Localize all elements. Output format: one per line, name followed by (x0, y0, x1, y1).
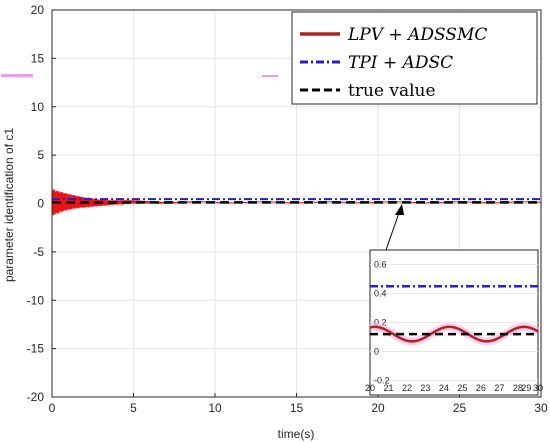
plot-frame (51, 9, 542, 398)
inset-y-tick-label: 0 (374, 347, 379, 357)
legend-label: LPV + ADSSMC (347, 25, 487, 45)
legend: LPV + ADSSMC TPI + ADSC true value (291, 11, 538, 105)
x-axis-label: time(s) (278, 427, 315, 441)
y-tick-label: -10 (27, 293, 45, 307)
x-tick-label: 5 (130, 401, 137, 415)
x-tick-label: 0 (49, 401, 56, 415)
edge-artifact (262, 75, 278, 77)
inset-x-tick-label: 23 (420, 383, 430, 393)
inset-x-tick-label: 20 (365, 383, 375, 393)
edge-artifact (1, 74, 33, 77)
inset-x-tick-label: 22 (402, 383, 412, 393)
arrow-head (395, 204, 404, 215)
inset-x-tick-label: 26 (476, 383, 486, 393)
inset-x-tick-label: 28 (513, 383, 523, 393)
y-tick-label: -20 (27, 390, 45, 404)
inset-x-tick-label: 25 (457, 383, 467, 393)
y-axis-label: parameter identification of c1 (2, 128, 16, 282)
inset-x-tick-label: 27 (494, 383, 504, 393)
inset-y-tick-label: 0.4 (374, 289, 387, 299)
y-tick-label: 0 (37, 197, 44, 211)
inset-x-tick-label: 29 (521, 383, 531, 393)
zoom-arrow (385, 204, 404, 251)
legend-label: TPI + ADSC (348, 53, 453, 73)
legend-label: true value (348, 81, 436, 101)
axes (51, 9, 542, 398)
y-tick-label: -5 (33, 245, 44, 259)
inset-y-tick-label: -0.2 (374, 376, 390, 386)
series-layer (1, 74, 542, 217)
tick-labels: 0 5 10 15 20 25 30 -20 -15 -10 -5 0 5 10 15 20 (27, 3, 548, 415)
y-tick-label: 10 (31, 100, 45, 114)
y-tick-label: 5 (37, 148, 44, 162)
x-tick-label: 25 (453, 401, 467, 415)
y-tick-label: 15 (31, 51, 45, 65)
legend-box (291, 11, 538, 105)
x-tick-label: 15 (290, 401, 304, 415)
y-tick-label: 20 (31, 3, 45, 17)
x-tick-label: 20 (371, 401, 385, 415)
inset-y-tick-label: 0.6 (374, 260, 387, 270)
x-tick-label: 10 (208, 401, 222, 415)
inset-x-tick-label: 24 (439, 383, 449, 393)
arrow-shaft (385, 209, 401, 251)
inset-x-tick-label: 30 (533, 383, 543, 393)
inset-y-tick-label: 0.2 (374, 318, 387, 328)
x-tick-label: 30 (534, 401, 548, 415)
inset-lpv-line (369, 325, 539, 343)
y-tick-label: -15 (27, 342, 45, 356)
inset-x-tick-label: 21 (383, 383, 393, 393)
